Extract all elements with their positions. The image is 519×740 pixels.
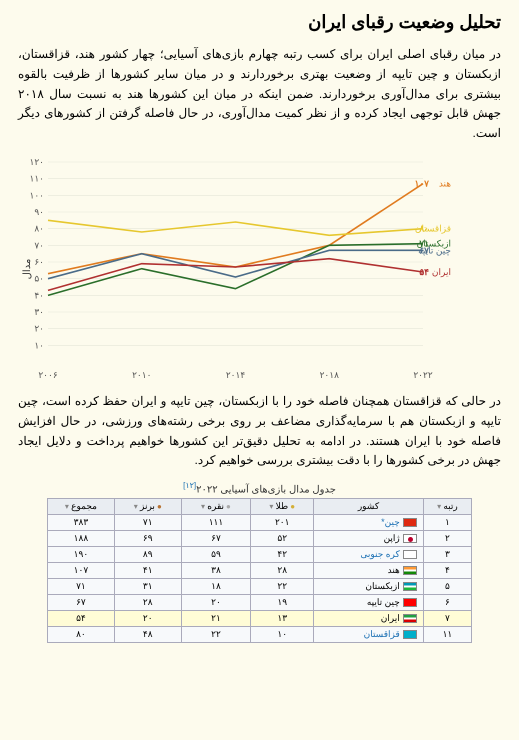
svg-text:۵۰: ۵۰	[34, 274, 44, 284]
analysis-paragraph: در حالی که قزاقستان همچنان فاصله خود را …	[18, 392, 501, 471]
svg-text:۱۰۷: ۱۰۷	[414, 179, 429, 189]
table-caption: جدول مدال بازی‌های آسیایی ۲۰۲۲[۱۲]	[18, 481, 501, 495]
svg-text:هند: هند	[439, 179, 451, 189]
col-bronze[interactable]: برنز	[114, 498, 181, 514]
svg-text:۲۰۱۴: ۲۰۱۴	[226, 370, 246, 380]
table-row: ۲ژاپن۵۲۶۷۶۹۱۸۸	[47, 530, 471, 546]
svg-text:۲۰۰۶: ۲۰۰۶	[38, 370, 58, 380]
svg-text:۵۴: ۵۴	[419, 267, 429, 277]
svg-text:۸۰: ۸۰	[34, 224, 44, 234]
col-silver[interactable]: نقره	[181, 498, 251, 514]
table-row: ۷ایران۱۳۲۱۲۰۵۴	[47, 610, 471, 626]
svg-text:۶۰: ۶۰	[34, 257, 44, 267]
medals-chart: ۱۰ ۲۰ ۳۰ ۴۰ ۵۰ ۶۰ ۷۰ ۸۰ ۹۰ ۱۰۰ ۱۱۰ ۱۲۰ ۲۰۰۶ ۲۰۱۰ ۲۰۱۴ ۲…	[18, 154, 501, 384]
col-gold[interactable]: طلا	[251, 498, 314, 514]
svg-text:۲۰۲۲: ۲۰۲۲	[413, 370, 433, 380]
svg-text:۲۰۱۸: ۲۰۱۸	[320, 370, 340, 380]
svg-text:قزاقستان: قزاقستان	[415, 224, 451, 235]
svg-text:۱۱۰: ۱۱۰	[29, 174, 44, 184]
table-row: ۳کره جنوبی۴۲۵۹۸۹۱۹۰	[47, 546, 471, 562]
svg-text:۷۰: ۷۰	[34, 240, 44, 250]
col-rank[interactable]: رتبه	[423, 498, 471, 514]
svg-text:۱۲۰: ۱۲۰	[29, 157, 44, 167]
svg-text:۲۰: ۲۰	[34, 324, 44, 334]
table-row: ۱۱قزاقستان۱۰۲۲۴۸۸۰	[47, 626, 471, 642]
medal-table: رتبه کشور طلا نقره برنز مجموع ۱چین*۲۰۱۱۱…	[47, 498, 472, 643]
table-row: ۴هند۲۸۳۸۴۱۱۰۷	[47, 562, 471, 578]
table-row: ۵ازبکستان۲۲۱۸۳۱۷۱	[47, 578, 471, 594]
svg-text:۹۰: ۹۰	[34, 207, 44, 217]
svg-text:مدال: مدال	[22, 259, 33, 280]
svg-text:۱۰۰: ۱۰۰	[29, 190, 44, 200]
col-country[interactable]: کشور	[314, 498, 424, 514]
svg-text:۱۰: ۱۰	[34, 340, 44, 350]
svg-text:چین تایپه: چین تایپه	[418, 245, 451, 256]
col-total[interactable]: مجموع	[47, 498, 114, 514]
svg-text:۲۰۱۰: ۲۰۱۰	[132, 370, 151, 380]
svg-text:۳۰: ۳۰	[34, 307, 44, 317]
svg-text:۴۰: ۴۰	[34, 290, 44, 300]
intro-paragraph: در میان رقبای اصلی ایران برای کسب رتبه چ…	[18, 45, 501, 144]
svg-text:ایران: ایران	[432, 267, 451, 278]
table-row: ۱چین*۲۰۱۱۱۱۷۱۳۸۳	[47, 514, 471, 530]
page-title: تحلیل وضعیت رقبای ایران	[18, 12, 501, 33]
table-row: ۶چین تایپه۱۹۲۰۲۸۶۷	[47, 594, 471, 610]
